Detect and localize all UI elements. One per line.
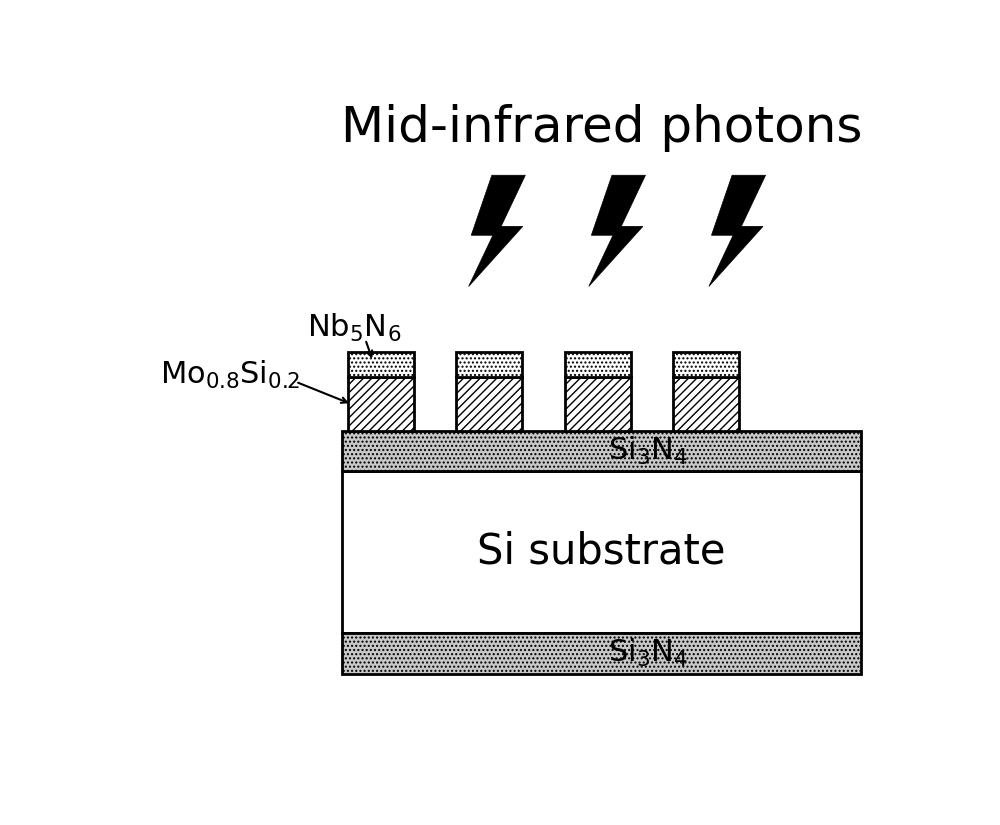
Bar <box>348 351 414 377</box>
Polygon shape <box>589 175 645 286</box>
Text: Mo$_{0.8}$Si$_{0.2}$: Mo$_{0.8}$Si$_{0.2}$ <box>160 359 300 391</box>
Text: Si$_3$N$_4$: Si$_3$N$_4$ <box>608 435 688 467</box>
Bar <box>342 470 861 633</box>
Text: Si substrate: Si substrate <box>477 530 726 573</box>
Bar <box>673 351 739 377</box>
Bar <box>565 377 631 431</box>
Bar <box>456 377 522 431</box>
Polygon shape <box>469 175 525 286</box>
Text: Mid-infrared photons: Mid-infrared photons <box>341 104 862 152</box>
Polygon shape <box>709 175 766 286</box>
Bar <box>342 431 861 470</box>
Bar <box>565 351 631 377</box>
Bar <box>342 633 861 674</box>
Bar <box>673 377 739 431</box>
Bar <box>456 351 522 377</box>
Bar <box>348 377 414 431</box>
Text: Nb$_5$N$_6$: Nb$_5$N$_6$ <box>307 312 401 344</box>
Text: Si$_3$N$_4$: Si$_3$N$_4$ <box>608 637 688 669</box>
